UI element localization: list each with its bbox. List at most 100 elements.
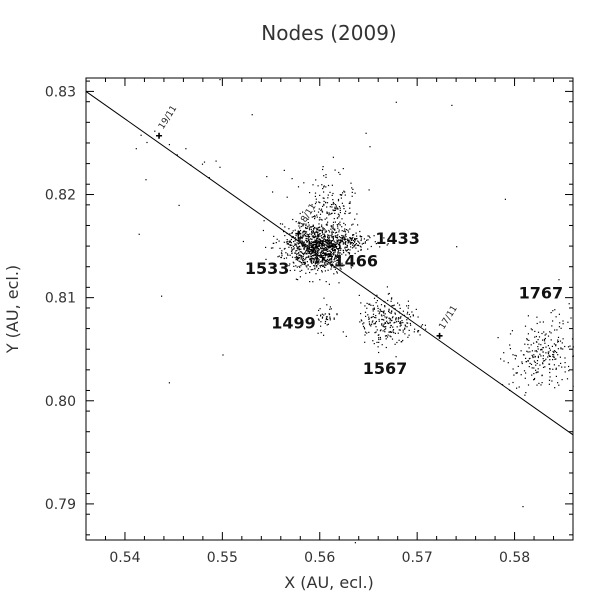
data-point [318, 239, 320, 241]
data-point [328, 243, 330, 246]
data-point [146, 141, 148, 144]
data-point [335, 247, 337, 249]
data-point [303, 252, 305, 254]
data-point [351, 238, 353, 240]
data-point [281, 223, 284, 225]
data-point [557, 339, 559, 341]
data-point [320, 209, 322, 211]
data-point [317, 260, 319, 262]
data-point [310, 242, 312, 244]
data-point [333, 273, 335, 275]
data-point [294, 243, 296, 245]
data-point [306, 248, 309, 250]
data-point [530, 363, 533, 365]
data-point [541, 332, 543, 335]
data-point [564, 357, 566, 359]
data-point [317, 269, 319, 271]
data-point [355, 232, 357, 234]
data-point [531, 374, 533, 376]
data-point [338, 216, 340, 218]
data-point [315, 260, 317, 262]
data-point [497, 337, 499, 339]
data-point [314, 267, 316, 269]
data-point [328, 214, 330, 216]
data-point [404, 328, 406, 330]
data-point [285, 252, 287, 254]
data-point [301, 236, 303, 238]
data-point [381, 323, 383, 325]
data-point [544, 366, 546, 368]
data-point [339, 267, 341, 269]
data-point [331, 225, 333, 227]
data-point [548, 383, 550, 385]
data-point [304, 262, 306, 265]
data-point [368, 316, 370, 318]
data-point [341, 202, 343, 204]
data-point [354, 218, 356, 220]
data-point [341, 234, 343, 237]
data-point [323, 228, 325, 230]
data-point [286, 253, 289, 255]
data-point [339, 240, 341, 242]
data-point [374, 316, 376, 319]
data-point [300, 235, 302, 237]
data-point [540, 355, 542, 357]
data-point [319, 226, 321, 228]
data-point [342, 205, 344, 207]
data-point [311, 241, 313, 243]
data-point [322, 188, 324, 190]
data-point [322, 197, 324, 199]
data-point [524, 377, 526, 379]
data-point [321, 230, 323, 232]
data-point [315, 243, 317, 245]
data-point [360, 248, 362, 251]
data-point [328, 258, 330, 260]
data-point [309, 253, 311, 255]
data-point [300, 237, 302, 239]
data-point [311, 230, 313, 232]
data-point [305, 239, 307, 241]
data-point [303, 230, 305, 232]
data-point [322, 256, 324, 258]
data-point [330, 266, 333, 268]
data-point [331, 248, 333, 250]
cluster-label: 1433 [375, 229, 420, 248]
data-point [323, 245, 325, 247]
data-point [318, 267, 320, 270]
data-point [301, 263, 303, 265]
data-point [315, 257, 317, 259]
data-point [335, 243, 337, 245]
data-point [311, 248, 313, 251]
data-point [334, 235, 336, 237]
data-point [336, 314, 338, 316]
data-point [357, 224, 359, 226]
data-point [315, 242, 318, 245]
data-point [337, 225, 339, 227]
data-point [316, 228, 318, 230]
data-point [393, 304, 395, 306]
data-point [336, 231, 338, 233]
data-point [322, 239, 324, 242]
data-point [310, 244, 312, 246]
data-point [302, 235, 304, 237]
data-point [384, 321, 386, 324]
data-point [334, 245, 336, 247]
data-point [341, 239, 343, 241]
data-point [333, 249, 335, 251]
data-point [542, 360, 545, 362]
data-point [303, 182, 305, 184]
data-point [283, 169, 285, 171]
data-point [314, 192, 317, 194]
data-point [318, 219, 320, 221]
data-point [562, 348, 564, 350]
data-point [287, 240, 289, 243]
data-point [168, 144, 170, 146]
data-point [305, 231, 308, 233]
data-point [317, 261, 319, 264]
data-point [390, 325, 392, 327]
data-point [351, 195, 353, 197]
data-point [349, 212, 351, 214]
data-point [321, 211, 324, 213]
data-point [311, 243, 313, 245]
data-point [354, 239, 357, 241]
